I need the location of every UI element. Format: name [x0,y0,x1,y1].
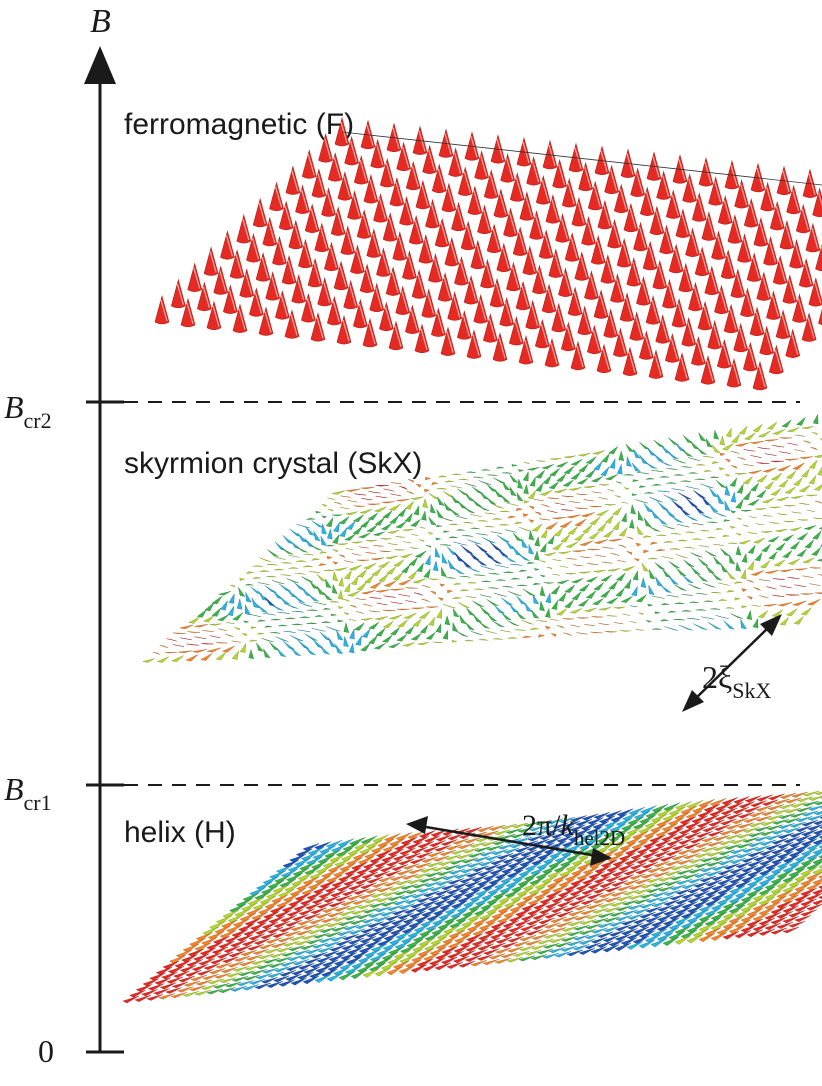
skx-length-arrowhead-top [760,614,782,636]
helix-length-arrow [419,824,599,858]
skx-length-arrowhead-bottom [682,690,704,712]
bcr1-label: Bcr1 [4,771,52,815]
phase-title-skyrmion-crystal: skyrmion crystal (SkX) [124,447,422,480]
helix-length-arrowhead-right [590,848,612,866]
b-axis-arrowhead [84,46,116,84]
skyrmion-spin-lattice [142,413,822,663]
skx-length-arrow [693,625,771,701]
zero-label: 0 [38,1033,54,1069]
phase-title-helix: helix (H) [124,816,236,849]
skx-length-label: 2ξSkX [702,659,772,703]
ferromagnetic-spin-lattice [154,116,822,391]
bcr2-label: Bcr2 [4,389,52,433]
helix-length-label: 2π/khel2D [522,809,625,850]
b-axis-label: B [90,3,111,40]
phase-title-ferromagnetic: ferromagnetic (F) [124,108,354,141]
helix-spin-lattice [122,790,822,1004]
helix-length-arrowhead-left [406,816,428,834]
